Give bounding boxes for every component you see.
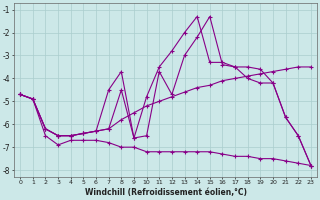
X-axis label: Windchill (Refroidissement éolien,°C): Windchill (Refroidissement éolien,°C) — [84, 188, 246, 197]
